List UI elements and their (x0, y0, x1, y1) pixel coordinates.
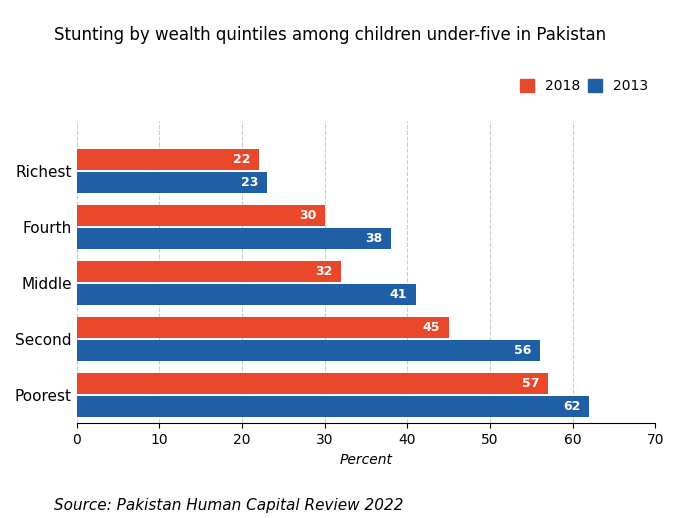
Text: 38: 38 (365, 232, 382, 246)
Legend: 2018, 2013: 2018, 2013 (514, 74, 654, 99)
Bar (77, 284, 416, 306)
Bar (77, 205, 325, 226)
Text: 56: 56 (514, 344, 531, 357)
Text: Source: Pakistan Human Capital Review 2022: Source: Pakistan Human Capital Review 20… (54, 498, 404, 513)
X-axis label: Percent: Percent (340, 453, 392, 467)
Text: Stunting by wealth quintiles among children under-five in Pakistan: Stunting by wealth quintiles among child… (54, 26, 606, 44)
Bar (77, 396, 589, 418)
Text: 23: 23 (241, 176, 259, 190)
Bar (77, 340, 540, 362)
Text: 57: 57 (522, 377, 540, 390)
Text: 32: 32 (316, 265, 333, 278)
Text: 62: 62 (564, 400, 581, 413)
Text: 30: 30 (299, 209, 316, 222)
Bar (77, 372, 548, 394)
Text: 41: 41 (390, 288, 407, 301)
Bar (77, 228, 391, 250)
Bar (77, 316, 449, 338)
Bar (77, 149, 259, 170)
Text: 22: 22 (233, 153, 251, 166)
Bar (77, 261, 342, 282)
Text: 45: 45 (423, 321, 441, 334)
Bar (77, 172, 267, 194)
